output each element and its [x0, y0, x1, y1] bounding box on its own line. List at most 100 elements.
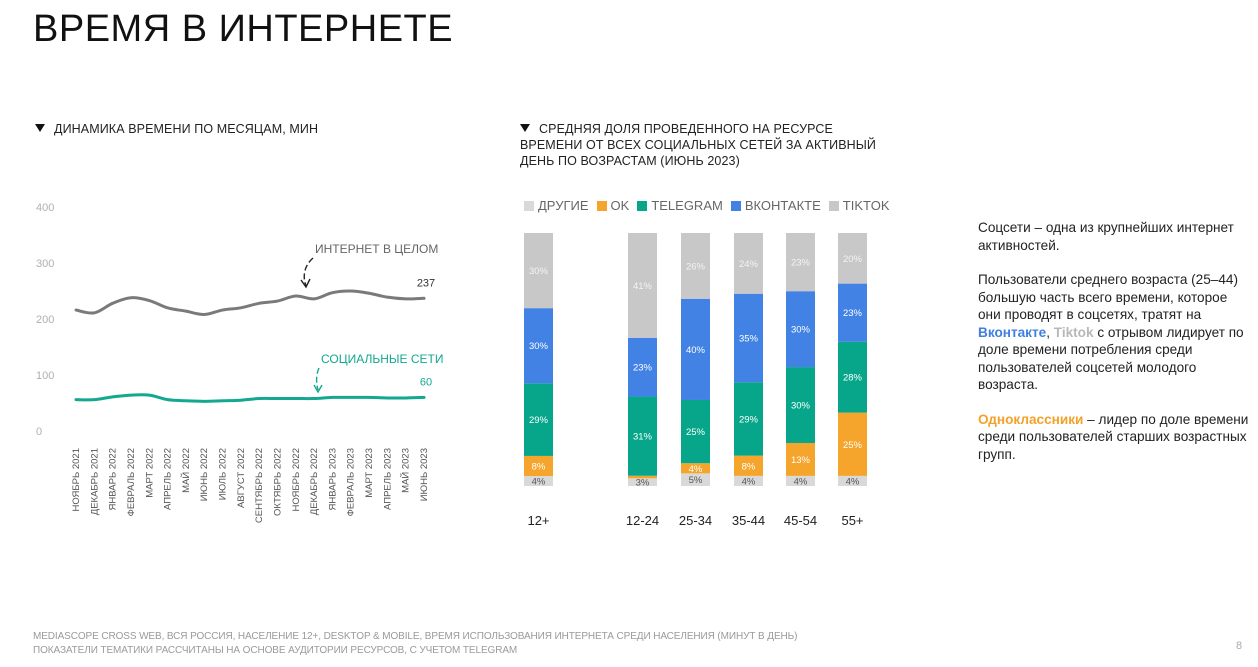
page-number: 8 [1236, 640, 1243, 652]
footnote-line-1: MEDIASCOPE CROSS WEB, ВСЯ РОССИЯ, НАСЕЛЕ… [33, 631, 798, 642]
bar-segment-telegram [524, 383, 553, 456]
bar-segment-ok [734, 455, 763, 476]
bar-segment-ok [524, 455, 553, 476]
bar-segment-telegram [786, 367, 815, 443]
bar-value-label: 35% [739, 333, 759, 344]
x-tick-label: ДЕКАБРЬ 2021 [89, 448, 100, 515]
bar-value-label: 4% [689, 464, 703, 475]
bar-value-label: 23% [791, 258, 811, 269]
legend-swatch [596, 200, 607, 211]
bar-segment-other [628, 478, 657, 486]
legend-swatch [524, 200, 534, 211]
bar-segment-telegram [681, 399, 710, 464]
x-category-label: 12+ [527, 513, 549, 528]
bar-segment-vk [734, 293, 763, 383]
bar-segment-other [734, 475, 763, 486]
bar-value-label: 30% [529, 341, 549, 352]
bar-value-label: 24% [739, 259, 759, 270]
bar-segment-tiktok [628, 233, 657, 338]
x-tick-label: ИЮНЬ 2022 [199, 448, 210, 501]
commentary-paragraph-1: Соцсети – одна из крупнейших интернет ак… [978, 220, 1234, 253]
bar-segment-tiktok [734, 233, 763, 294]
line-chart-title-text: ДИНАМИКА ВРЕМЕНИ ПО МЕСЯЦАМ, МИН [54, 122, 319, 136]
x-tick-label: ЯНВАРЬ 2023 [327, 448, 338, 510]
bar-value-label: 30% [529, 266, 549, 277]
bar-value-label: 23% [633, 363, 653, 374]
series-label-internet: ИНТЕРНЕТ В ЦЕЛОМ [315, 242, 438, 256]
x-tick-label: ЯНВАРЬ 2022 [108, 448, 119, 510]
x-tick-label: ФЕВРАЛЬ 2023 [346, 448, 357, 516]
line-chart: 0 100 200 300 400 НОЯБРЬ 2021 ДЕКАБРЬ 2021 ЯНВА… [36, 202, 444, 523]
end-value-label-internet: 237 [417, 277, 435, 289]
bar-segment-telegram [838, 341, 867, 413]
y-tick-label: 0 [36, 426, 42, 438]
bar-value-label: 31% [633, 432, 653, 443]
highlight-vkontakte: Вконтакте [978, 324, 1047, 340]
legend-swatch [828, 200, 839, 211]
bar-segment-other [786, 475, 815, 486]
legend-item-tiktok: TIKTOK [828, 198, 890, 213]
bar-segment-ok [838, 412, 867, 476]
legend-item-telegram: TELEGRAM [637, 198, 723, 213]
triangle-down-icon [520, 124, 530, 132]
bar-segment-vk [786, 291, 815, 368]
bar-segment-telegram [734, 382, 763, 456]
bar-value-label: 4% [532, 476, 546, 487]
x-category-label: 45-54 [784, 513, 817, 528]
bar-value-label: 25% [843, 440, 863, 451]
x-tick-label: МАРТ 2023 [364, 448, 375, 498]
bar-chart-title-text: СРЕДНЯЯ ДОЛЯ ПРОВЕДЕННОГО НА РЕСУРСЕ ВРЕ… [520, 122, 877, 168]
x-tick-label: АПРЕЛЬ 2023 [382, 448, 393, 510]
bar-segment-ok [786, 442, 815, 476]
triangle-down-icon [35, 124, 45, 132]
x-tick-label: ИЮЛЬ 2022 [218, 448, 229, 500]
arrowhead-icon [300, 278, 311, 289]
bar-value-label: 25% [686, 427, 706, 438]
legend-item-ok: OK [596, 198, 629, 213]
line-social [74, 393, 426, 403]
y-tick-label: 400 [36, 202, 54, 214]
bar-value-label: 28% [843, 373, 863, 384]
bar-value-label: 29% [739, 414, 759, 425]
bar-value-label: 4% [742, 476, 756, 487]
page-title: ВРЕМЯ В ИНТЕРНЕТЕ [33, 8, 454, 50]
x-tick-label: НОЯБРЬ 2022 [291, 448, 302, 511]
bar-segment-other [681, 473, 710, 486]
bar-segment-tiktok [524, 233, 553, 309]
end-value-label-social: 60 [420, 376, 432, 388]
bar-value-label: 40% [686, 345, 706, 356]
bar-value-label: 5% [689, 475, 703, 486]
bar-segment-tiktok [838, 233, 867, 284]
bar-segment-ok [628, 475, 657, 479]
bar-value-label: 4% [794, 476, 808, 487]
line-internet [74, 289, 426, 317]
bar-chart-title: СРЕДНЯЯ ДОЛЯ ПРОВЕДЕННОГО НА РЕСУРСЕ ВРЕ… [520, 121, 880, 169]
bar-segment-other [838, 475, 867, 486]
x-tick-label: ИЮНЬ 2023 [419, 448, 430, 501]
legend-item-other: ДРУГИЕ [524, 198, 589, 213]
highlight-tiktok: Tiktok [1053, 324, 1094, 340]
x-tick-label: МАЙ 2023 [400, 448, 412, 493]
bar-value-label: 26% [686, 261, 706, 272]
x-tick-label: АВГУСТ 2022 [236, 448, 247, 508]
x-category-label: 35-44 [732, 513, 765, 528]
commentary: Соцсети – одна из крупнейших интернет ак… [978, 219, 1253, 480]
bar-value-label: 41% [633, 281, 653, 292]
bar-segment-vk [838, 283, 867, 342]
bar-value-label: 8% [532, 461, 546, 472]
bar-segment-vk [681, 298, 710, 400]
y-tick-label: 200 [36, 314, 54, 326]
x-tick-label: АПРЕЛЬ 2022 [163, 448, 174, 510]
commentary-paragraph-2: Пользователи среднего возраста (25–44) б… [978, 272, 1244, 392]
x-tick-label: ДЕКАБРЬ 2022 [309, 448, 320, 515]
bar-value-label: 8% [742, 461, 756, 472]
highlight-odnoklassniki: Одноклассники [978, 411, 1084, 427]
legend-swatch [730, 200, 741, 211]
line-chart-title: ДИНАМИКА ВРЕМЕНИ ПО МЕСЯЦАМ, МИН [35, 121, 318, 137]
x-tick-label: ФЕВРАЛЬ 2022 [126, 448, 137, 516]
bar-segment-ok [681, 463, 710, 474]
series-label-social: СОЦИАЛЬНЫЕ СЕТИ [321, 352, 444, 366]
bar-chart-legend: ДРУГИЕ OK TELEGRAM ВКОНТАКТЕ TIKTOK [524, 198, 890, 213]
bar-segment-tiktok [786, 233, 815, 292]
bar-segment-vk [628, 337, 657, 397]
